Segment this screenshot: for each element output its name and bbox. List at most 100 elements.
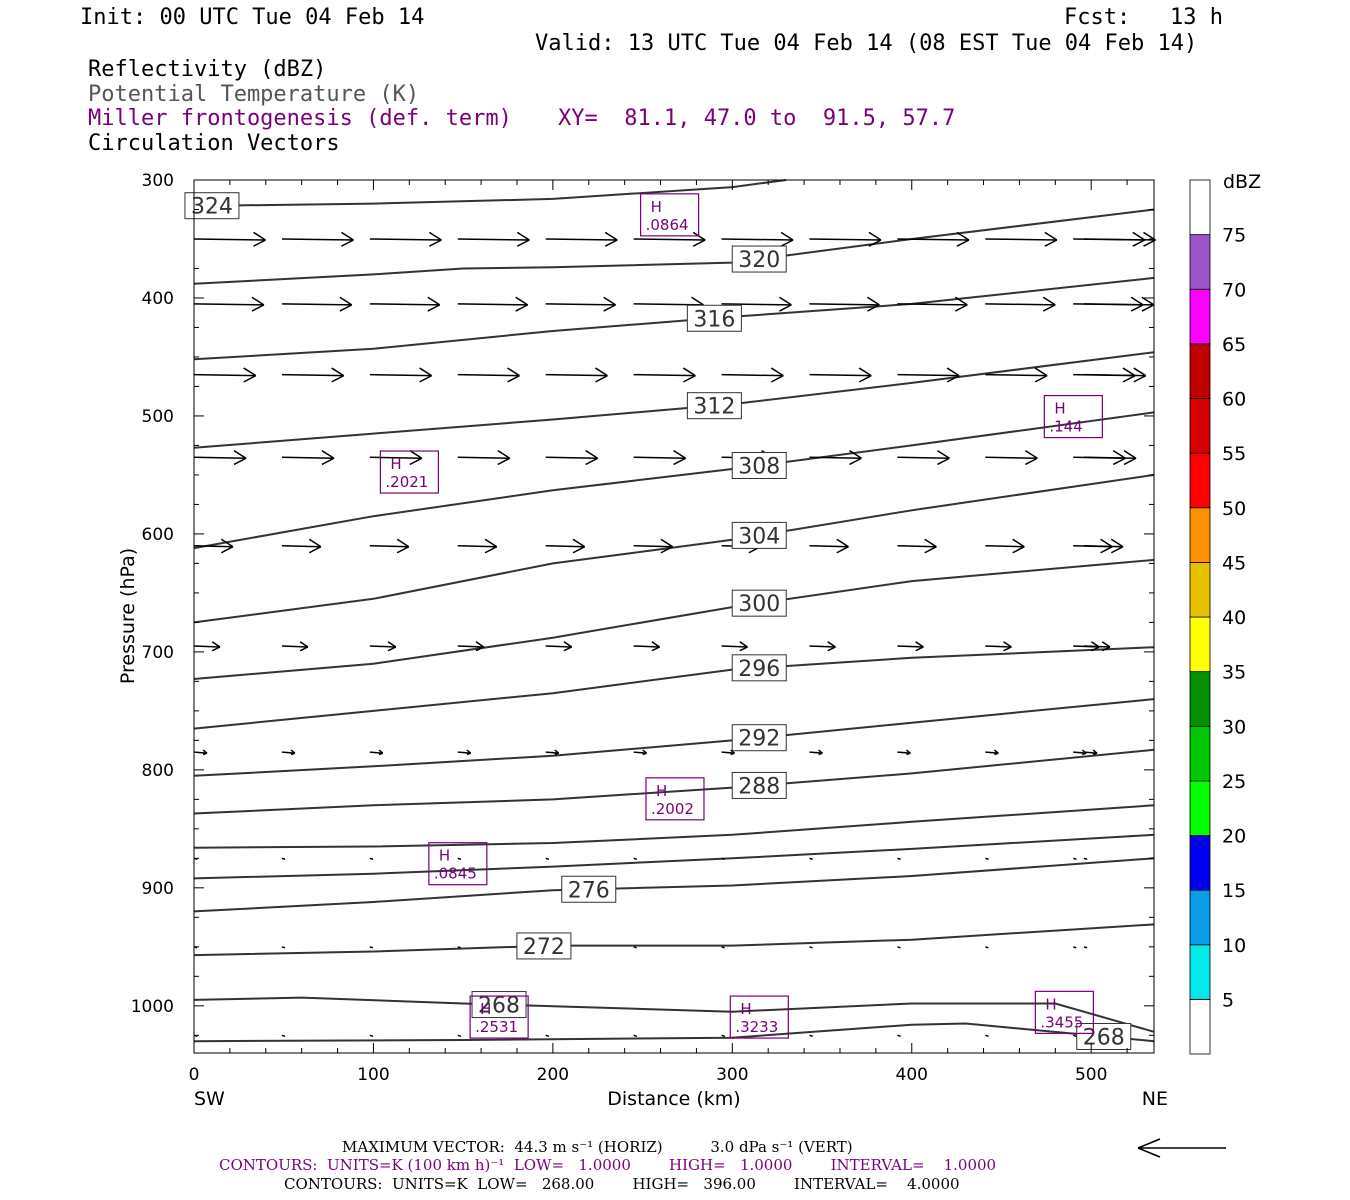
circulation-vector xyxy=(897,1034,901,1038)
field-label-reflectivity: Reflectivity (dBZ) xyxy=(88,57,327,82)
colorbar-level-label: 55 xyxy=(1222,443,1246,465)
vector-shaft xyxy=(193,456,247,459)
vector-shaft xyxy=(1083,373,1146,377)
vector-shaft xyxy=(545,645,572,648)
vector-shaft xyxy=(457,303,528,306)
high-box xyxy=(729,995,789,1039)
vector-head xyxy=(341,231,354,247)
circulation-vector xyxy=(633,946,637,949)
colorbar-level-label: 75 xyxy=(1222,225,1246,247)
theta-contour-label: 276 xyxy=(561,875,617,903)
vector-head xyxy=(1112,450,1126,466)
theta-contour-label: 272 xyxy=(516,932,572,960)
vector-shaft xyxy=(809,751,823,754)
circulation-vector xyxy=(897,450,950,466)
high-value: .144 xyxy=(1049,418,1082,436)
vector-head xyxy=(321,450,335,466)
max-vector-note: MAXIMUM VECTOR: 44.3 m s⁻¹ (HORIZ) 3.0 d… xyxy=(342,1138,853,1156)
circulation-vector xyxy=(457,367,520,383)
circulation-vector xyxy=(721,857,726,861)
circulation-vector xyxy=(633,231,706,247)
vector-head xyxy=(954,296,968,312)
circulation-vector xyxy=(721,946,725,949)
circulation-vector xyxy=(897,538,937,554)
vector-shaft xyxy=(809,544,849,548)
circulation-vector xyxy=(809,367,872,383)
theta-contour-line xyxy=(193,698,1155,777)
theta-contours xyxy=(193,179,1155,1043)
vector-head xyxy=(906,749,911,756)
theta-label-box xyxy=(731,724,787,752)
circulation-vector xyxy=(633,749,648,756)
vector-shaft xyxy=(985,373,1048,377)
vector-head xyxy=(779,296,792,312)
vector-head xyxy=(585,450,599,466)
circulation-vector xyxy=(281,367,345,383)
vector-shaft xyxy=(545,238,618,241)
theta-contour-line xyxy=(193,833,1155,880)
circulation-vector xyxy=(633,367,696,383)
vector-shaft xyxy=(809,857,813,861)
circulation-vector xyxy=(985,1034,989,1038)
high-value: .2021 xyxy=(385,473,428,491)
vector-shaft xyxy=(369,645,396,648)
frontogenesis-high: H.0845 xyxy=(428,842,488,886)
vector-head xyxy=(308,538,322,554)
circulation-vector xyxy=(809,857,813,861)
axes: 300 400 500 600 700 800 900 1000 0 100 200 300 400 50… xyxy=(131,171,1154,1085)
vector-head xyxy=(253,231,266,247)
vector-head xyxy=(651,641,661,652)
vector-shaft xyxy=(1073,857,1077,861)
circulation-vector xyxy=(457,231,530,247)
vector-head xyxy=(739,641,748,652)
theta-contour-line xyxy=(193,748,1155,815)
circulation-vector xyxy=(897,857,901,861)
x-tick-label: 200 xyxy=(537,1065,569,1085)
theta-label-text: 276 xyxy=(568,878,610,903)
field-label-frontogenesis: Miller frontogenesis (def. term) xyxy=(88,106,512,131)
circulation-vector xyxy=(193,231,266,247)
vector-shaft xyxy=(985,645,1012,648)
circulation-vector xyxy=(809,450,862,466)
circulation-vector xyxy=(193,296,265,312)
circulation-vector xyxy=(985,749,999,756)
circulation-vector xyxy=(281,231,354,247)
vector-shaft xyxy=(369,238,442,241)
circulation-vector xyxy=(1083,538,1124,554)
vector-head xyxy=(1034,367,1048,383)
vector-shaft xyxy=(633,544,673,548)
circulation-vector xyxy=(633,538,674,554)
circulation-vector xyxy=(809,1034,813,1038)
theta-contour-line xyxy=(193,411,1155,550)
vector-shaft xyxy=(545,751,559,754)
theta-label-text: 292 xyxy=(738,727,780,752)
high-box xyxy=(379,450,440,494)
circulation-vector xyxy=(1083,857,1088,861)
high-value: .2002 xyxy=(651,800,694,818)
circulation-vector xyxy=(633,1034,638,1038)
frontogenesis-highs: H.0864H.2021H.144H.2002H.0845H.2531H.323… xyxy=(379,193,1103,1039)
circulation-vector xyxy=(545,367,608,383)
high-value: .0864 xyxy=(646,216,689,234)
circulation-vector xyxy=(369,296,441,312)
colorbar-swatch xyxy=(1189,507,1211,563)
circulation-vector xyxy=(809,296,880,312)
circulation-vector xyxy=(281,1034,286,1038)
high-box xyxy=(645,777,705,821)
vector-shaft xyxy=(809,946,813,949)
colorbar-swatch xyxy=(1189,288,1211,345)
colorbar-swatch xyxy=(1189,398,1211,454)
colorbar-level-label: 70 xyxy=(1222,279,1246,301)
vector-shaft xyxy=(457,946,462,949)
vector-head xyxy=(1044,231,1058,247)
colorbar-swatch xyxy=(1189,179,1211,236)
vector-shaft xyxy=(721,373,784,377)
vector-shaft xyxy=(457,751,471,754)
frontogenesis-high: H.2021 xyxy=(379,450,440,494)
vector-shaft xyxy=(721,238,794,241)
vector-shaft xyxy=(633,857,638,861)
vector-head xyxy=(1003,641,1012,652)
circulation-vector xyxy=(1073,857,1077,861)
vector-shaft xyxy=(985,303,1056,306)
vector-shaft xyxy=(281,946,286,949)
